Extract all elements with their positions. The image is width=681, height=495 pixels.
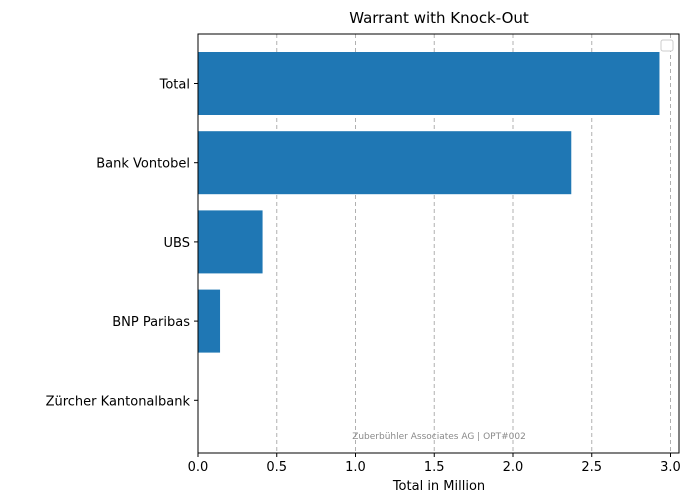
chart-title: Warrant with Knock-Out <box>349 9 529 27</box>
bars <box>198 52 660 353</box>
x-tick-label: 3.0 <box>660 460 681 475</box>
y-tick-label: Bank Vontobel <box>96 157 190 172</box>
watermark: Zuberbühler Associates AG | OPT#002 <box>352 432 526 442</box>
legend-box <box>660 39 674 52</box>
x-axis-label: Total in Million <box>392 479 485 494</box>
y-axis-ticks: Total Bank Vontobel UBS BNP Paribas Zürcher … <box>46 78 198 409</box>
x-tick-label: 2.5 <box>581 460 602 475</box>
x-tick-label: 1.5 <box>424 460 445 475</box>
y-tick-label: Total <box>159 78 190 93</box>
y-tick-label: UBS <box>164 236 190 251</box>
x-axis-ticks: 0.0 0.5 1.0 1.5 2.0 2.5 3.0 <box>188 453 681 475</box>
x-tick-label: 0.0 <box>188 460 209 475</box>
x-tick-label: 1.0 <box>345 460 366 475</box>
x-tick-label: 0.5 <box>266 460 287 475</box>
y-tick-label: BNP Paribas <box>112 315 190 330</box>
bar <box>198 131 572 195</box>
x-tick-label: 2.0 <box>503 460 524 475</box>
bar <box>198 289 221 353</box>
plot-frame <box>197 33 680 454</box>
y-tick-label: Zürcher Kantonalbank <box>46 394 191 409</box>
bar <box>198 52 660 115</box>
bar <box>198 210 263 274</box>
